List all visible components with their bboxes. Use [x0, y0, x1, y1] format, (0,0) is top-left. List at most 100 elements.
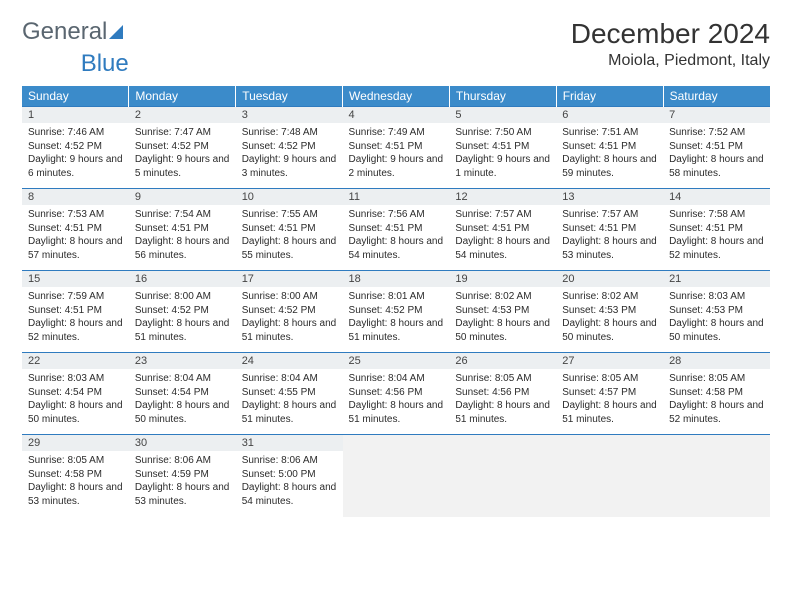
calendar-cell: 21Sunrise: 8:03 AMSunset: 4:53 PMDayligh…: [663, 271, 770, 353]
sunset-line: Sunset: 4:51 PM: [562, 222, 657, 236]
day-details: Sunrise: 7:56 AMSunset: 4:51 PMDaylight:…: [343, 205, 450, 266]
weekday-header: Wednesday: [343, 86, 450, 107]
sunset-line: Sunset: 4:58 PM: [669, 386, 764, 400]
sunset-line: Sunset: 4:51 PM: [135, 222, 230, 236]
sunrise-line: Sunrise: 8:00 AM: [242, 290, 337, 304]
day-number: 9: [129, 189, 236, 205]
sunset-line: Sunset: 4:57 PM: [562, 386, 657, 400]
calendar-cell: 28Sunrise: 8:05 AMSunset: 4:58 PMDayligh…: [663, 353, 770, 435]
day-number: 17: [236, 271, 343, 287]
sunset-line: Sunset: 5:00 PM: [242, 468, 337, 482]
day-details: Sunrise: 8:00 AMSunset: 4:52 PMDaylight:…: [129, 287, 236, 348]
sunrise-line: Sunrise: 7:55 AM: [242, 208, 337, 222]
location-text: Moiola, Piedmont, Italy: [571, 52, 770, 70]
daylight-line: Daylight: 8 hours and 53 minutes.: [135, 481, 230, 508]
daylight-line: Daylight: 8 hours and 50 minutes.: [455, 317, 550, 344]
day-number: 25: [343, 353, 450, 369]
daylight-line: Daylight: 8 hours and 51 minutes.: [349, 399, 444, 426]
day-details: Sunrise: 8:02 AMSunset: 4:53 PMDaylight:…: [449, 287, 556, 348]
calendar-cell: 2Sunrise: 7:47 AMSunset: 4:52 PMDaylight…: [129, 107, 236, 189]
sunrise-line: Sunrise: 7:57 AM: [562, 208, 657, 222]
calendar-row: 15Sunrise: 7:59 AMSunset: 4:51 PMDayligh…: [22, 271, 770, 353]
calendar-cell: 3Sunrise: 7:48 AMSunset: 4:52 PMDaylight…: [236, 107, 343, 189]
daylight-line: Daylight: 8 hours and 53 minutes.: [562, 235, 657, 262]
day-number: 3: [236, 107, 343, 123]
sunset-line: Sunset: 4:51 PM: [28, 304, 123, 318]
sunrise-line: Sunrise: 8:05 AM: [669, 372, 764, 386]
daylight-line: Daylight: 8 hours and 50 minutes.: [28, 399, 123, 426]
calendar-cell: [449, 435, 556, 517]
sunrise-line: Sunrise: 8:06 AM: [135, 454, 230, 468]
calendar-cell: 17 Sunrise: 8:00 AMSunset: 4:52 PMDayligh…: [236, 271, 343, 353]
weekday-header-row: SundayMondayTuesdayWednesdayThursdayFrid…: [22, 86, 770, 107]
day-number: 30: [129, 435, 236, 451]
calendar-row: 1Sunrise: 7:46 AMSunset: 4:52 PMDaylight…: [22, 107, 770, 189]
calendar-cell: 15Sunrise: 7:59 AMSunset: 4:51 PMDayligh…: [22, 271, 129, 353]
day-details: Sunrise: 8:04 AMSunset: 4:55 PMDaylight:…: [236, 369, 343, 430]
day-number: 19: [449, 271, 556, 287]
calendar-cell: 7Sunrise: 7:52 AMSunset: 4:51 PMDaylight…: [663, 107, 770, 189]
day-details: Sunrise: 8:05 AMSunset: 4:58 PMDaylight:…: [22, 451, 129, 512]
daylight-line: Daylight: 8 hours and 54 minutes.: [242, 481, 337, 508]
calendar-cell: 22Sunrise: 8:03 AMSunset: 4:54 PMDayligh…: [22, 353, 129, 435]
daylight-line: Daylight: 8 hours and 52 minutes.: [28, 317, 123, 344]
sunset-line: Sunset: 4:51 PM: [349, 222, 444, 236]
sunrise-line: Sunrise: 8:05 AM: [562, 372, 657, 386]
weekday-header: Tuesday: [236, 86, 343, 107]
calendar-cell: 12Sunrise: 7:57 AMSunset: 4:51 PMDayligh…: [449, 189, 556, 271]
logo: General: [22, 18, 123, 46]
weekday-header: Friday: [556, 86, 663, 107]
day-details: Sunrise: 7:48 AMSunset: 4:52 PMDaylight:…: [236, 123, 343, 184]
day-details: Sunrise: 7:49 AMSunset: 4:51 PMDaylight:…: [343, 123, 450, 184]
sunrise-line: Sunrise: 7:53 AM: [28, 208, 123, 222]
daylight-line: Daylight: 8 hours and 55 minutes.: [242, 235, 337, 262]
daylight-line: Daylight: 9 hours and 6 minutes.: [28, 153, 123, 180]
day-details: Sunrise: 7:59 AMSunset: 4:51 PMDaylight:…: [22, 287, 129, 348]
day-number: 13: [556, 189, 663, 205]
sunrise-line: Sunrise: 7:57 AM: [455, 208, 550, 222]
day-number: 18: [343, 271, 450, 287]
sunrise-line: Sunrise: 8:00 AM: [135, 290, 230, 304]
daylight-line: Daylight: 8 hours and 51 minutes.: [562, 399, 657, 426]
daylight-line: Daylight: 9 hours and 1 minute.: [455, 153, 550, 180]
daylight-line: Daylight: 8 hours and 53 minutes.: [28, 481, 123, 508]
sunrise-line: Sunrise: 8:02 AM: [455, 290, 550, 304]
sunset-line: Sunset: 4:51 PM: [669, 140, 764, 154]
day-number: 5: [449, 107, 556, 123]
sunset-line: Sunset: 4:51 PM: [242, 222, 337, 236]
sunset-line: Sunset: 4:51 PM: [455, 222, 550, 236]
sunrise-line: Sunrise: 7:51 AM: [562, 126, 657, 140]
daylight-line: Daylight: 8 hours and 50 minutes.: [562, 317, 657, 344]
day-details: Sunrise: 8:04 AMSunset: 4:56 PMDaylight:…: [343, 369, 450, 430]
daylight-line: Daylight: 9 hours and 2 minutes.: [349, 153, 444, 180]
calendar-cell: 26Sunrise: 8:05 AMSunset: 4:56 PMDayligh…: [449, 353, 556, 435]
sunset-line: Sunset: 4:52 PM: [349, 304, 444, 318]
day-details: Sunrise: 7:50 AMSunset: 4:51 PMDaylight:…: [449, 123, 556, 184]
sunrise-line: Sunrise: 8:01 AM: [349, 290, 444, 304]
daylight-line: Daylight: 8 hours and 51 minutes.: [242, 317, 337, 344]
daylight-line: Daylight: 8 hours and 59 minutes.: [562, 153, 657, 180]
calendar-cell: 31Sunrise: 8:06 AMSunset: 5:00 PMDayligh…: [236, 435, 343, 517]
sunrise-line: Sunrise: 8:04 AM: [349, 372, 444, 386]
day-number: 12: [449, 189, 556, 205]
day-number: 14: [663, 189, 770, 205]
calendar-cell: [556, 435, 663, 517]
day-number: 24: [236, 353, 343, 369]
calendar-cell: 30Sunrise: 8:06 AMSunset: 4:59 PMDayligh…: [129, 435, 236, 517]
sunset-line: Sunset: 4:52 PM: [242, 304, 337, 318]
sunrise-line: Sunrise: 8:02 AM: [562, 290, 657, 304]
day-details: Sunrise: 7:58 AMSunset: 4:51 PMDaylight:…: [663, 205, 770, 266]
daylight-line: Daylight: 8 hours and 50 minutes.: [135, 399, 230, 426]
daylight-line: Daylight: 8 hours and 57 minutes.: [28, 235, 123, 262]
day-details: Sunrise: 8:01 AMSunset: 4:52 PMDaylight:…: [343, 287, 450, 348]
day-details: Sunrise: 8:04 AMSunset: 4:54 PMDaylight:…: [129, 369, 236, 430]
day-details: Sunrise: 7:47 AMSunset: 4:52 PMDaylight:…: [129, 123, 236, 184]
calendar-row: 22Sunrise: 8:03 AMSunset: 4:54 PMDayligh…: [22, 353, 770, 435]
calendar-cell: 23Sunrise: 8:04 AMSunset: 4:54 PMDayligh…: [129, 353, 236, 435]
day-number: 10: [236, 189, 343, 205]
sunrise-line: Sunrise: 8:04 AM: [135, 372, 230, 386]
sunset-line: Sunset: 4:52 PM: [135, 140, 230, 154]
calendar-cell: 10 Sunrise: 7:55 AMSunset: 4:51 PMDayligh…: [236, 189, 343, 271]
sunset-line: Sunset: 4:53 PM: [562, 304, 657, 318]
sunrise-line: Sunrise: 8:05 AM: [455, 372, 550, 386]
